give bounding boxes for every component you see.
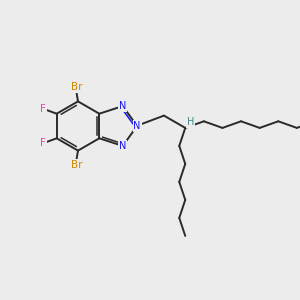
Text: N: N <box>119 101 126 111</box>
Text: Br: Br <box>71 160 82 170</box>
Text: F: F <box>40 104 46 114</box>
Text: F: F <box>40 138 46 148</box>
Text: Br: Br <box>71 82 82 92</box>
Text: H: H <box>187 117 194 127</box>
Text: N: N <box>119 141 126 151</box>
Text: N: N <box>134 121 141 131</box>
